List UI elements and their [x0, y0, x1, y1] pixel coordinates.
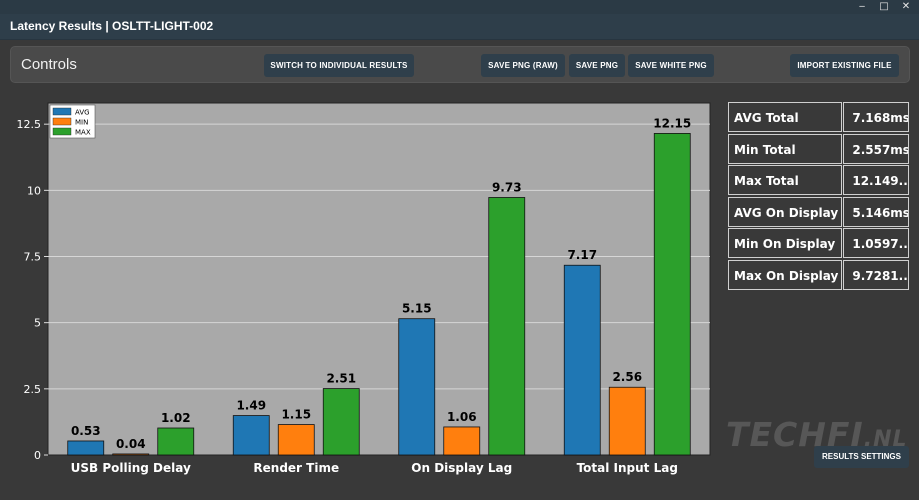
- data-label: 0.04: [116, 437, 146, 451]
- legend: AVG MIN MAX: [49, 104, 96, 139]
- data-label: 9.73: [492, 180, 522, 194]
- stat-label: Max On Display: [728, 259, 843, 290]
- data-label: 1.06: [447, 410, 477, 424]
- bar-min: [608, 386, 646, 456]
- import-existing-file-button[interactable]: IMPORT EXISTING FILE: [790, 54, 899, 77]
- data-label: 7.17: [567, 248, 597, 262]
- data-label: 0.53: [71, 424, 101, 438]
- bar-min: [277, 424, 315, 456]
- stat-row: Min On Display 1.0597...: [728, 228, 909, 259]
- bar-min: [443, 426, 481, 456]
- stat-value: 7.168ms: [843, 102, 909, 132]
- bar-avg: [398, 318, 436, 456]
- data-label: 2.51: [326, 372, 356, 386]
- stats-table: AVG Total 7.168ms Min Total 2.557ms Max Tota…: [728, 102, 909, 291]
- bar-avg: [67, 440, 105, 456]
- bar-max: [653, 133, 691, 456]
- stat-value: 5.146ms: [843, 196, 909, 227]
- y-tick-label: 5: [34, 317, 41, 330]
- legend-label: AVG: [75, 109, 90, 117]
- y-tick-label: 2.5: [24, 383, 42, 396]
- legend-label: MIN: [75, 119, 88, 127]
- stat-label: Min On Display: [728, 228, 843, 258]
- bar-layer: 0.53 0.04 1.02 1.49 1.15 2.51 5.15 1.06 9.73 7.17…: [67, 116, 691, 456]
- stat-row: Min Total 2.557ms: [728, 133, 909, 165]
- bar-max: [322, 388, 360, 456]
- minimize-icon[interactable]: ‒: [858, 1, 866, 12]
- x-tick-label: On Display Lag: [411, 461, 512, 475]
- stat-row: AVG Total 7.168ms: [728, 102, 909, 133]
- data-label: 12.15: [653, 116, 691, 130]
- data-label: 1.15: [281, 408, 311, 422]
- controls-bar: Controls SWITCH TO INDIVIDUAL RESULTS SA…: [10, 46, 910, 83]
- data-label: 2.56: [612, 370, 642, 384]
- latency-bar-chart: 0 2.5 5 7.5 10 12.5 USB Polling Delay Render Ti…: [17, 102, 711, 475]
- results-settings-button[interactable]: RESULTS SETTINGS: [814, 446, 909, 468]
- stat-label: AVG On Display: [728, 196, 843, 227]
- stat-label: Max Total: [728, 165, 843, 195]
- bar-avg: [563, 264, 601, 456]
- system-titlebar: ‒ □ ✕: [0, 0, 919, 14]
- window-title: Latency Results | OSLTT-LIGHT-002: [10, 19, 214, 33]
- controls-title: Controls: [21, 56, 77, 73]
- stat-row: Max On Display 9.7281...: [728, 259, 909, 291]
- stat-label: Min Total: [728, 133, 843, 164]
- bar-min: [112, 453, 150, 456]
- bar-avg: [232, 415, 270, 456]
- stat-value: 9.7281...: [843, 259, 909, 290]
- data-label: 1.02: [161, 411, 191, 425]
- y-tick-label: 0: [34, 449, 41, 462]
- y-tick-label: 7.5: [24, 251, 42, 264]
- save-png-raw-button[interactable]: SAVE PNG (RAW): [481, 54, 565, 77]
- bar-max: [157, 427, 195, 456]
- data-label: 5.15: [402, 302, 432, 316]
- stat-label: AVG Total: [728, 102, 843, 132]
- y-tick-label: 12.5: [17, 118, 42, 131]
- switch-to-individual-results-button[interactable]: SWITCH TO INDIVIDUAL RESULTS: [264, 54, 414, 77]
- close-icon[interactable]: ✕: [901, 1, 911, 12]
- legend-swatch-max: [52, 127, 72, 136]
- legend-swatch-min: [52, 117, 72, 126]
- x-tick-label: Total Input Lag: [577, 461, 678, 475]
- stat-row: AVG On Display 5.146ms: [728, 196, 909, 228]
- save-png-button[interactable]: SAVE PNG: [569, 54, 625, 77]
- stat-value: 1.0597...: [843, 228, 909, 258]
- data-label: 1.49: [236, 399, 266, 413]
- window-title-bar: Latency Results | OSLTT-LIGHT-002: [0, 14, 919, 40]
- x-tick-label: Render Time: [253, 461, 339, 475]
- legend-label: MAX: [75, 129, 91, 137]
- maximize-icon[interactable]: □: [879, 1, 889, 12]
- stat-row: Max Total 12.149...: [728, 165, 909, 196]
- bar-max: [488, 197, 526, 456]
- y-tick-label: 10: [27, 184, 41, 197]
- stat-value: 2.557ms: [843, 133, 909, 164]
- axis-layer: 0 2.5 5 7.5 10 12.5 USB Polling Delay Render Ti…: [17, 118, 678, 475]
- x-tick-label: USB Polling Delay: [71, 461, 191, 475]
- stat-value: 12.149...: [843, 165, 909, 195]
- save-white-png-button[interactable]: SAVE WHITE PNG: [628, 54, 714, 77]
- legend-swatch-avg: [52, 107, 72, 116]
